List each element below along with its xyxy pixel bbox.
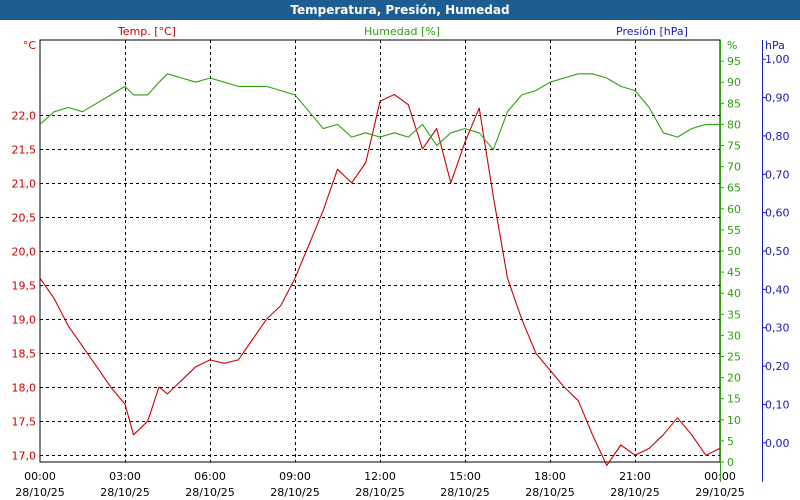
x-tick-date: 28/10/25 <box>355 486 404 499</box>
temp-tick-label: 17,0 <box>12 450 37 463</box>
pressure-axis-title: Presión [hPa] <box>616 25 688 38</box>
temp-tick-label: 21,5 <box>12 144 37 157</box>
humidity-tick-label: 25 <box>727 351 741 364</box>
pressure-unit-label: hPa <box>765 39 785 52</box>
pressure-tick-label: 0,70 <box>765 168 790 181</box>
chart-area: 00:00 28/10/25 03:00 28/10/25 06:00 28/10/25 0… <box>12 25 790 499</box>
humidity-tick-label: 45 <box>727 266 741 279</box>
humidity-axis-title: Humedad [%] <box>364 25 440 38</box>
x-tick-time: 03:00 <box>109 470 141 483</box>
pressure-tick-label: 0,20 <box>765 360 790 373</box>
humidity-tick-label: 75 <box>727 140 741 153</box>
humidity-tick-label: 70 <box>727 161 741 174</box>
x-tick-date: 28/10/25 <box>270 486 319 499</box>
x-tick-date: 28/10/25 <box>15 486 64 499</box>
humidity-tick-label: 95 <box>727 55 741 68</box>
temp-tick-label: 19,5 <box>12 280 37 293</box>
humidity-tick-label: 80 <box>727 118 741 131</box>
temp-tick-label: 17,5 <box>12 416 37 429</box>
x-tick-time: 18:00 <box>534 470 566 483</box>
humidity-series-line <box>39 73 720 151</box>
humidity-tick-label: 0 <box>727 456 734 469</box>
temperature-series-line <box>39 93 721 466</box>
temp-tick-label: 18,0 <box>12 382 37 395</box>
humidity-tick-label: 5 <box>727 435 734 448</box>
pressure-tick-label: 0,50 <box>765 245 790 258</box>
x-tick-time: 09:00 <box>279 470 311 483</box>
x-tick-date: 28/10/25 <box>185 486 234 499</box>
pressure-tick-label: 0,90 <box>765 92 790 105</box>
x-tick-time: 12:00 <box>364 470 396 483</box>
x-tick-time: 21:00 <box>619 470 651 483</box>
pressure-tick-label: 0,10 <box>765 398 790 411</box>
pressure-tick-label: 1,00 <box>765 53 790 66</box>
x-tick-time: 00:00 <box>24 470 56 483</box>
x-tick-date: 28/10/25 <box>100 486 149 499</box>
humidity-tick-label: 40 <box>727 287 741 300</box>
humidity-tick-label: 90 <box>727 76 741 89</box>
x-tick-time: 15:00 <box>449 470 481 483</box>
temp-tick-label: 20,0 <box>12 246 37 259</box>
pressure-tick-label: 0,60 <box>765 207 790 220</box>
humidity-tick-label: 60 <box>727 203 741 216</box>
pressure-tick-label: 0,40 <box>765 283 790 296</box>
x-tick-time: 06:00 <box>194 470 226 483</box>
humidity-tick-label: 15 <box>727 393 741 406</box>
temp-tick-label: 20,5 <box>12 212 37 225</box>
humidity-tick-label: 55 <box>727 224 741 237</box>
humidity-tick-label: 85 <box>727 97 741 110</box>
temp-axis-title: Temp. [°C] <box>117 25 176 38</box>
x-tick-date: 28/10/25 <box>610 486 659 499</box>
x-tick-date: 28/10/25 <box>440 486 489 499</box>
temp-unit-label: °C <box>23 39 37 52</box>
humidity-tick-label: 10 <box>727 414 741 427</box>
humidity-tick-label: 50 <box>727 245 741 258</box>
chart-title: Temperatura, Presión, Humedad <box>0 0 800 20</box>
humidity-unit-label: % <box>727 39 737 52</box>
pressure-tick-label: 0,00 <box>765 437 790 450</box>
temp-tick-label: 19,0 <box>12 314 37 327</box>
x-tick-date: 28/10/25 <box>525 486 574 499</box>
humidity-tick-label: 65 <box>727 182 741 195</box>
temp-tick-label: 22,0 <box>12 110 37 123</box>
humidity-tick-label: 35 <box>727 308 741 321</box>
pressure-tick-label: 0,30 <box>765 322 790 335</box>
humidity-tick-label: 30 <box>727 329 741 342</box>
x-tick-date: 29/10/25 <box>695 486 744 499</box>
pressure-tick-label: 0,80 <box>765 130 790 143</box>
temp-tick-label: 18,5 <box>12 348 37 361</box>
temp-tick-label: 21,0 <box>12 178 37 191</box>
humidity-tick-label: 20 <box>727 372 741 385</box>
